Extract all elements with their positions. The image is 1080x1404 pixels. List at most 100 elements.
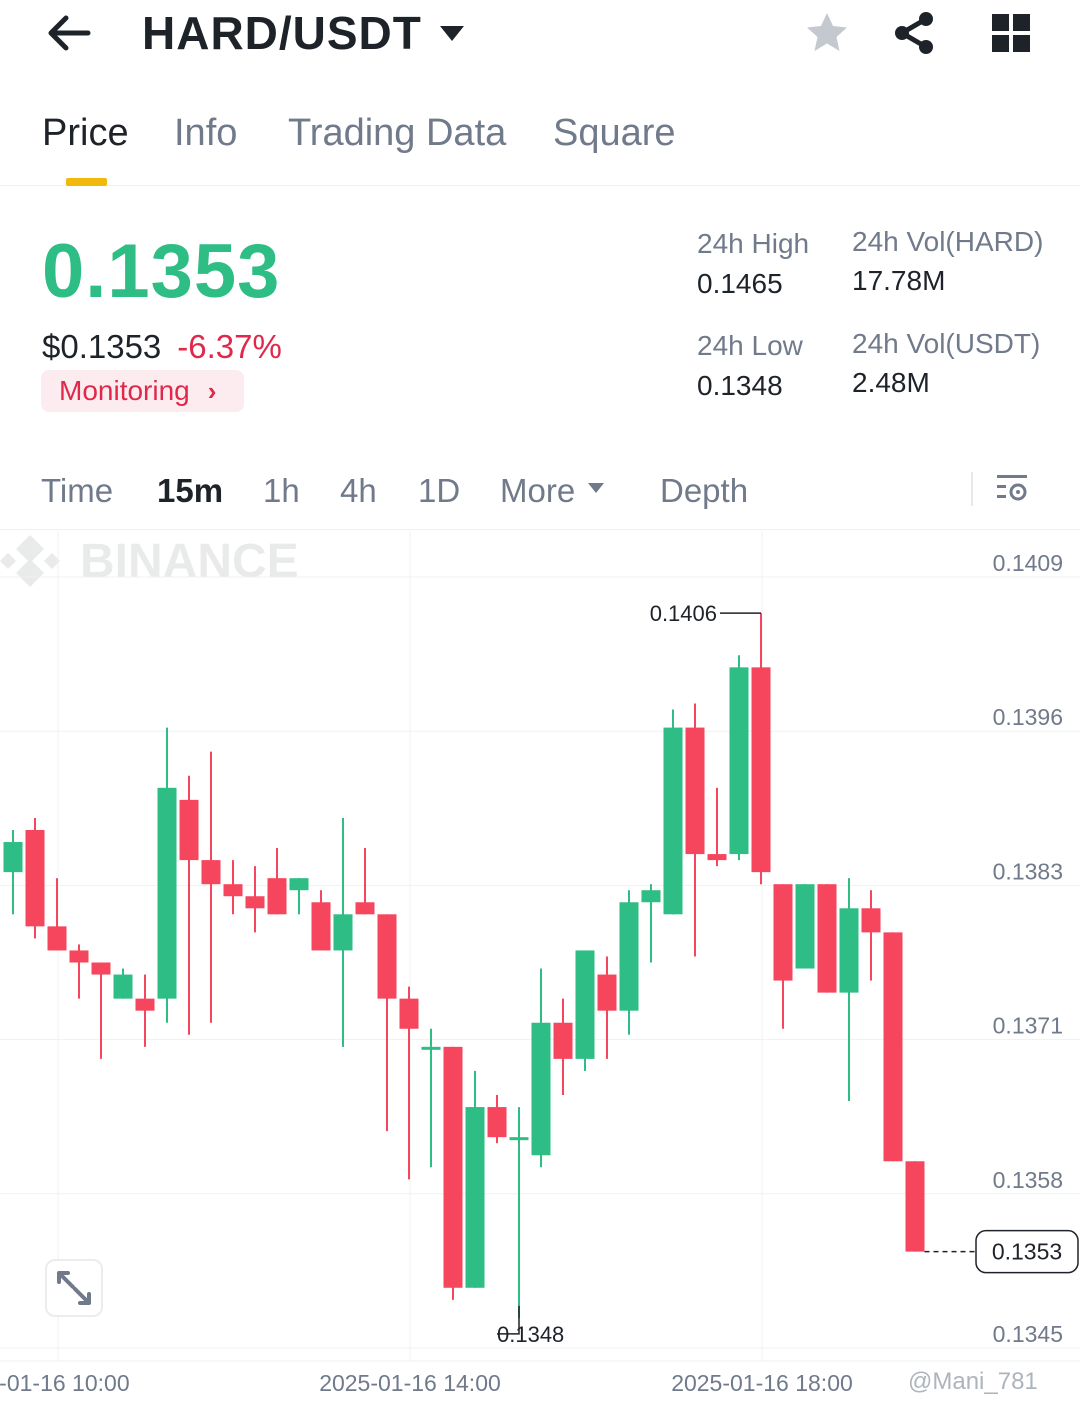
candle <box>91 962 111 975</box>
candle <box>135 998 155 1011</box>
chevron-down-icon <box>439 26 464 41</box>
candlestick-chart: 0.1409 0.1396 0.1383 0.1371 0.1358 0.1345 5-01… <box>0 531 1080 1396</box>
y-tick-label: 0.1345 <box>993 1321 1063 1347</box>
high-label: 24h High <box>697 228 810 259</box>
tab-info[interactable]: Info <box>174 112 238 154</box>
candle <box>311 902 331 951</box>
candle <box>795 884 815 969</box>
chevron-right-icon: › <box>207 375 217 406</box>
candle <box>333 914 353 951</box>
change-percent: -6.37% <box>177 328 282 365</box>
back-arrow-icon[interactable] <box>42 8 98 58</box>
candle <box>487 1107 507 1138</box>
tab-trading-data[interactable]: Trading Data <box>288 112 507 154</box>
y-tick-label: 0.1396 <box>993 704 1063 730</box>
candle <box>399 998 419 1029</box>
interval-depth[interactable]: Depth <box>660 472 749 509</box>
vol-quote-value: 2.48M <box>852 367 930 398</box>
credit-label: @Mani_781 <box>908 1368 1038 1396</box>
candle <box>355 902 375 915</box>
candle <box>245 896 265 909</box>
candle <box>641 890 661 903</box>
top-bar: HARD/USDT <box>0 0 1080 80</box>
y-tick-label: 0.1358 <box>993 1167 1063 1193</box>
y-tick-label: 0.1409 <box>993 550 1063 576</box>
candle <box>575 950 595 1059</box>
candle <box>707 854 727 861</box>
low-marker-line <box>497 1305 520 1335</box>
current-price-tag <box>975 1229 1079 1274</box>
candle <box>729 667 749 855</box>
interval-1d[interactable]: 1D <box>418 472 461 509</box>
vol-base-label: 24h Vol(HARD) <box>852 226 1044 257</box>
candle <box>751 667 771 873</box>
candle <box>883 932 903 1162</box>
candle <box>509 1137 529 1141</box>
current-price-label: 0.1353 <box>992 1239 1062 1265</box>
divider <box>971 472 973 506</box>
monitoring-label: Monitoring <box>59 375 190 406</box>
candle <box>267 878 287 915</box>
star-icon[interactable] <box>802 8 852 58</box>
chart-settings-icon[interactable] <box>994 470 1030 506</box>
interval-15m[interactable]: 15m <box>157 472 224 509</box>
candle <box>597 974 617 1011</box>
low-label: 24h Low <box>697 330 803 361</box>
candle <box>223 884 243 897</box>
active-tab-indicator <box>66 178 107 186</box>
y-tick-label: 0.1371 <box>993 1013 1063 1039</box>
expand-icon <box>57 1271 91 1305</box>
candle <box>443 1046 463 1288</box>
candle <box>861 908 881 933</box>
watermark-text: BINANCE <box>80 535 299 588</box>
high-annotation: 0.1406 <box>650 601 717 626</box>
tab-square[interactable]: Square <box>553 112 676 154</box>
candle <box>113 974 133 999</box>
vol-quote-label: 24h Vol(USDT) <box>852 328 1041 359</box>
section-tabs: Price Info Trading Data Square <box>0 100 1080 186</box>
candle <box>685 727 705 855</box>
interval-more[interactable]: More <box>500 472 576 509</box>
interval-time[interactable]: Time <box>41 472 114 509</box>
interval-bar: Time 15m 1h 4h 1D More Depth <box>0 460 1080 530</box>
x-tick-label: 2025-01-16 14:00 <box>319 1370 501 1396</box>
candle <box>3 842 23 873</box>
candle <box>421 1046 441 1050</box>
candle <box>531 1022 551 1156</box>
x-tick-label: 5-01-16 10:00 <box>0 1370 130 1396</box>
candle <box>47 926 67 951</box>
tab-price[interactable]: Price <box>42 112 129 154</box>
grid-icon[interactable] <box>986 8 1036 58</box>
share-icon[interactable] <box>890 8 940 58</box>
candle <box>465 1107 485 1288</box>
monitoring-button[interactable]: Monitoring › <box>41 370 244 412</box>
candle <box>179 799 199 861</box>
pair-title: HARD/USDT <box>142 7 422 59</box>
fullscreen-button[interactable] <box>45 1259 103 1317</box>
candle <box>663 727 683 915</box>
candle <box>773 884 793 981</box>
candle <box>201 860 221 885</box>
caret-down-icon <box>588 483 604 493</box>
candle <box>289 878 309 891</box>
price-chart[interactable]: BINANCE 0.1409 0.1396 0.1383 0.1371 0.1358 0.… <box>0 531 1080 1404</box>
candle <box>905 1161 925 1252</box>
candle <box>377 914 397 999</box>
vol-base-value: 17.78M <box>852 265 946 296</box>
watermark-logo: BINANCE <box>0 535 299 588</box>
candle <box>817 884 837 993</box>
high-value: 0.1465 <box>697 268 783 299</box>
price-usd-row: $0.1353 -6.37% <box>42 328 282 366</box>
candle <box>157 787 177 999</box>
candle <box>619 902 639 1011</box>
candle <box>69 950 89 963</box>
last-price: 0.1353 <box>42 229 281 314</box>
interval-4h[interactable]: 4h <box>340 472 377 509</box>
candle <box>839 908 859 993</box>
y-tick-label: 0.1383 <box>993 858 1063 884</box>
pair-selector[interactable]: HARD/USDT <box>142 6 466 60</box>
low-annotation: 0.1348 <box>497 1322 564 1347</box>
x-tick-label: 2025-01-16 18:00 <box>671 1370 853 1396</box>
interval-1h[interactable]: 1h <box>263 472 300 509</box>
candle <box>25 829 45 927</box>
